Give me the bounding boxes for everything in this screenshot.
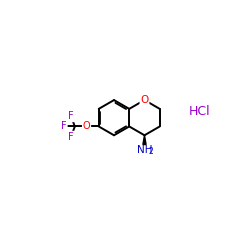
Text: F: F [68, 132, 74, 141]
Text: O: O [140, 95, 148, 105]
Text: NH: NH [137, 145, 153, 155]
Text: O: O [83, 122, 90, 132]
Text: HCl: HCl [189, 105, 210, 118]
Text: F: F [68, 111, 74, 121]
Polygon shape [143, 135, 146, 144]
Text: 2: 2 [149, 147, 154, 156]
Text: F: F [61, 122, 67, 132]
